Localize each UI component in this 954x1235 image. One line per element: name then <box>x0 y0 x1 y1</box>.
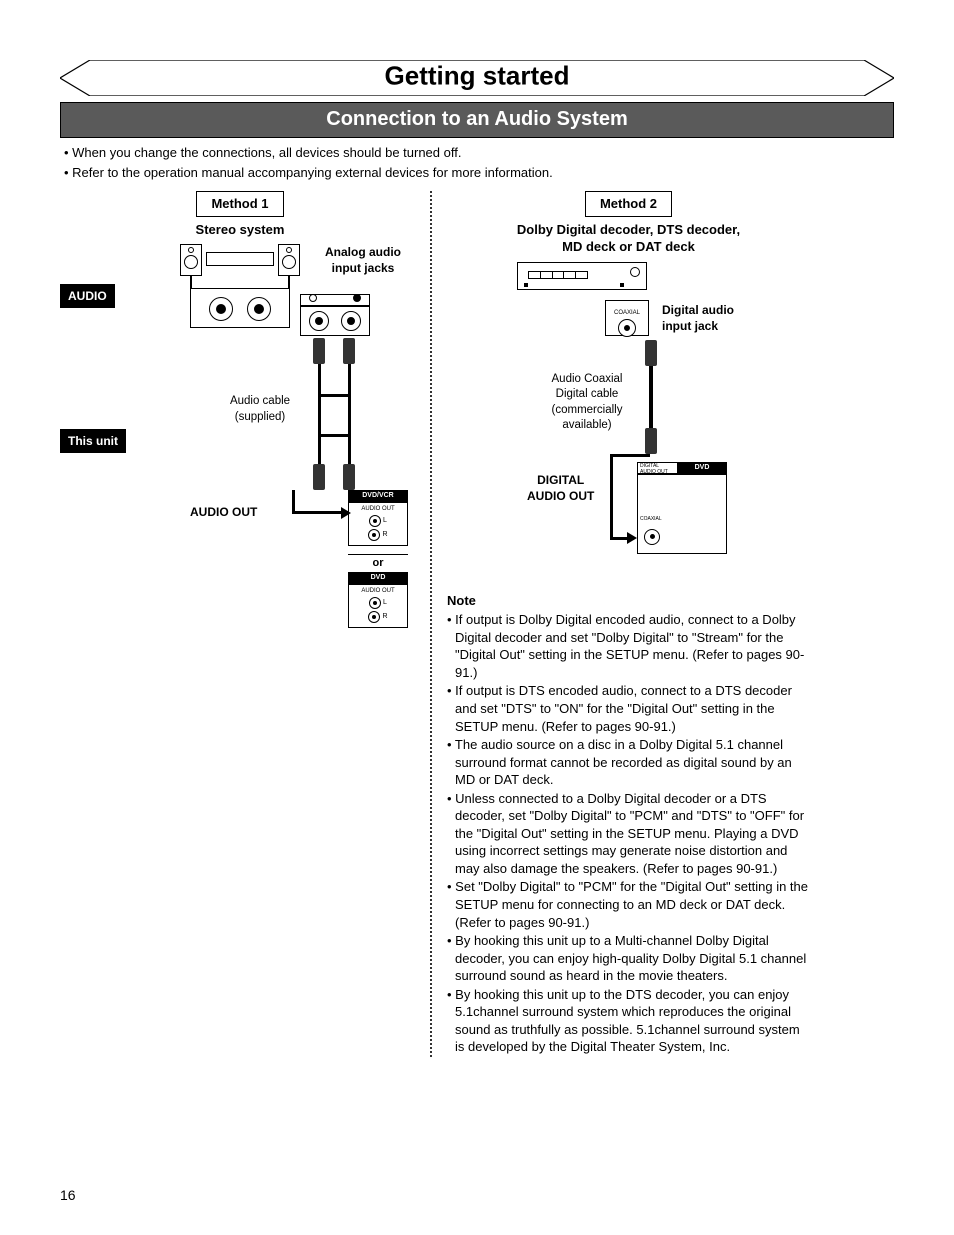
digital-out-l2: AUDIO OUT <box>527 489 594 503</box>
note-item: • The audio source on a disc in a Dolby … <box>447 736 810 789</box>
note-item: • If output is DTS encoded audio, connec… <box>447 682 810 735</box>
audio-chip: AUDIO <box>60 284 115 308</box>
audio-cable-l2: (supplied) <box>235 411 286 423</box>
analog-jacks-label1: Analog audio <box>325 245 401 259</box>
note-list: • If output is Dolby Digital encoded aud… <box>447 611 810 1056</box>
panel2-chip: DVD <box>348 572 408 583</box>
digital-jack-l1: Digital audio <box>662 303 734 317</box>
section-title-bar: Connection to an Audio System <box>60 102 894 138</box>
note-item: • By hooking this unit up to a Multi-cha… <box>447 932 810 985</box>
cable-l2: Digital cable <box>556 388 619 400</box>
this-unit-chip: This unit <box>60 429 126 453</box>
page-number: 16 <box>60 1186 76 1205</box>
note-item: • If output is Dolby Digital encoded aud… <box>447 611 810 681</box>
coaxial-chip: COAXIAL <box>614 310 640 316</box>
columns-wrap: Method 1 Stereo system <box>60 191 894 1057</box>
note-heading: Note <box>447 592 810 610</box>
digital-jack-l2: input jack <box>662 319 718 333</box>
audio-out-label: AUDIO OUT <box>190 504 257 520</box>
or-label: or <box>348 554 408 573</box>
method-2-subhead: Dolby Digital decoder, DTS decoder, MD d… <box>447 221 810 256</box>
chapter-banner: Getting started <box>60 60 894 96</box>
banner-title: Getting started <box>385 59 570 94</box>
panel1-sub: AUDIO OUT <box>361 506 394 512</box>
method-1-label: Method 1 <box>196 191 283 217</box>
panel-chip: DVD <box>677 462 727 474</box>
method-2-diagram: COAXIAL Digital audio input jack Audio C… <box>447 262 810 582</box>
lr-r: R <box>382 530 387 539</box>
note-item: • Set "Dolby Digital" to "PCM" for the "… <box>447 878 810 931</box>
digital-out-l1: DIGITAL <box>537 473 584 487</box>
method-2-subhead-l1: Dolby Digital decoder, DTS decoder, <box>517 222 740 237</box>
note-item: • Unless connected to a Dolby Digital de… <box>447 790 810 878</box>
method-1-subhead: Stereo system <box>60 221 420 239</box>
cable-l4: available) <box>562 419 611 431</box>
method-2-subhead-l2: MD deck or DAT deck <box>562 239 695 254</box>
cable-l1: Audio Coaxial <box>552 373 623 385</box>
intro-text: • When you change the connections, all d… <box>64 144 894 181</box>
method-1-diagram: Analog audio input jacks AUDIO <box>60 244 420 684</box>
lr-l2: L <box>383 598 387 607</box>
method-2-column: Method 2 Dolby Digital decoder, DTS deco… <box>430 191 810 1057</box>
analog-jacks-label2: input jacks <box>332 261 395 275</box>
lr-r2: R <box>382 612 387 621</box>
panel2-sub: AUDIO OUT <box>361 588 394 594</box>
method-1-column: Method 1 Stereo system <box>60 191 430 1057</box>
audio-cable-l1: Audio cable <box>230 395 290 407</box>
note-item: • By hooking this unit up to the DTS dec… <box>447 986 810 1056</box>
method-2-label: Method 2 <box>585 191 672 217</box>
lr-l: L <box>383 516 387 525</box>
intro-line: • When you change the connections, all d… <box>64 144 894 162</box>
cable-l3: (commercially <box>552 404 623 416</box>
panel-sub3: COAXIAL <box>640 516 662 523</box>
intro-line: • Refer to the operation manual accompan… <box>64 164 894 182</box>
panel1-chip: DVD/VCR <box>348 490 408 501</box>
